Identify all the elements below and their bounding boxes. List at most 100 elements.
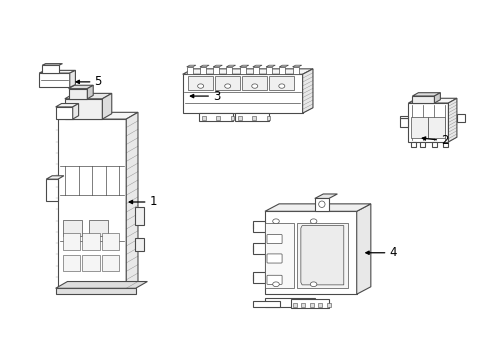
Bar bbox=[46, 179, 58, 201]
Bar bbox=[42, 65, 59, 73]
Bar bbox=[69, 89, 87, 99]
Polygon shape bbox=[213, 65, 222, 67]
Bar bbox=[216, 76, 240, 90]
Polygon shape bbox=[253, 243, 265, 254]
Polygon shape bbox=[409, 98, 457, 103]
Bar bbox=[265, 298, 316, 307]
Bar bbox=[202, 116, 206, 120]
Bar bbox=[293, 67, 298, 74]
Bar bbox=[183, 74, 303, 113]
Bar bbox=[265, 223, 294, 288]
Polygon shape bbox=[187, 65, 196, 67]
Polygon shape bbox=[240, 65, 249, 67]
Bar bbox=[265, 211, 357, 294]
Polygon shape bbox=[315, 194, 338, 198]
Bar bbox=[63, 234, 80, 250]
Bar bbox=[318, 303, 322, 307]
Polygon shape bbox=[357, 204, 371, 294]
Polygon shape bbox=[301, 226, 344, 285]
Polygon shape bbox=[58, 112, 138, 119]
Polygon shape bbox=[70, 70, 75, 87]
Circle shape bbox=[197, 84, 204, 88]
Circle shape bbox=[225, 84, 231, 88]
Bar bbox=[226, 67, 232, 74]
Polygon shape bbox=[253, 65, 262, 67]
Bar bbox=[411, 117, 428, 138]
Polygon shape bbox=[39, 70, 75, 73]
Bar bbox=[188, 76, 213, 90]
Circle shape bbox=[310, 219, 317, 224]
Polygon shape bbox=[448, 98, 457, 142]
Bar bbox=[65, 99, 102, 119]
Bar bbox=[457, 114, 465, 122]
Bar bbox=[56, 288, 136, 294]
Polygon shape bbox=[293, 65, 302, 67]
Circle shape bbox=[273, 282, 279, 287]
Polygon shape bbox=[46, 176, 64, 179]
Bar bbox=[413, 96, 435, 103]
Bar bbox=[297, 223, 347, 288]
Polygon shape bbox=[183, 69, 313, 74]
Polygon shape bbox=[265, 204, 371, 211]
Bar bbox=[240, 67, 245, 74]
Text: 3: 3 bbox=[213, 90, 220, 103]
Bar bbox=[293, 303, 297, 307]
Polygon shape bbox=[69, 85, 93, 89]
Bar bbox=[411, 142, 416, 147]
Bar bbox=[63, 220, 82, 237]
Bar bbox=[89, 220, 108, 237]
Polygon shape bbox=[303, 69, 313, 113]
Polygon shape bbox=[226, 65, 236, 67]
Bar bbox=[291, 299, 329, 308]
Bar bbox=[310, 303, 314, 307]
Bar bbox=[327, 303, 331, 307]
Text: 4: 4 bbox=[390, 246, 397, 259]
Bar bbox=[253, 67, 259, 74]
Bar bbox=[199, 113, 233, 121]
Bar bbox=[39, 73, 70, 87]
Bar bbox=[236, 113, 269, 121]
Bar bbox=[82, 234, 99, 250]
Polygon shape bbox=[435, 93, 441, 103]
Polygon shape bbox=[65, 93, 112, 99]
Bar bbox=[409, 103, 448, 142]
Polygon shape bbox=[253, 221, 265, 231]
Bar bbox=[428, 117, 445, 138]
Polygon shape bbox=[253, 272, 265, 283]
Bar bbox=[252, 116, 256, 120]
Bar bbox=[400, 116, 409, 118]
Bar bbox=[231, 116, 234, 120]
Bar bbox=[433, 142, 437, 147]
Bar bbox=[56, 107, 73, 119]
Polygon shape bbox=[73, 104, 78, 119]
Bar bbox=[301, 303, 305, 307]
Bar bbox=[267, 116, 270, 120]
Text: 2: 2 bbox=[441, 134, 449, 147]
FancyBboxPatch shape bbox=[267, 275, 282, 284]
Circle shape bbox=[273, 219, 279, 224]
Polygon shape bbox=[200, 65, 209, 67]
Polygon shape bbox=[102, 93, 112, 119]
Polygon shape bbox=[56, 104, 78, 107]
Bar bbox=[135, 238, 144, 251]
Bar bbox=[200, 67, 206, 74]
Polygon shape bbox=[56, 282, 147, 288]
Bar bbox=[213, 67, 219, 74]
Polygon shape bbox=[126, 112, 138, 288]
Bar bbox=[58, 119, 126, 288]
Polygon shape bbox=[87, 85, 93, 99]
Polygon shape bbox=[413, 93, 441, 96]
Bar bbox=[400, 118, 409, 126]
Polygon shape bbox=[42, 64, 62, 65]
Bar bbox=[82, 255, 99, 271]
Polygon shape bbox=[279, 65, 289, 67]
Bar bbox=[420, 142, 425, 147]
Text: 1: 1 bbox=[149, 195, 157, 208]
Ellipse shape bbox=[318, 201, 325, 207]
Bar bbox=[135, 207, 144, 225]
Bar bbox=[63, 255, 80, 271]
Bar bbox=[238, 116, 242, 120]
Bar bbox=[102, 234, 119, 250]
FancyBboxPatch shape bbox=[267, 254, 282, 263]
Circle shape bbox=[310, 282, 317, 287]
